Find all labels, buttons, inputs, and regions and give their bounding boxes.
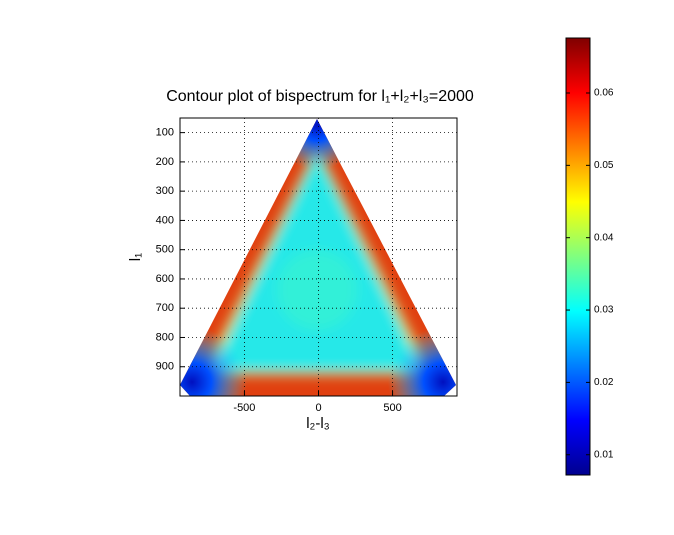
y-tick-label: 100 (156, 127, 174, 139)
contour-field (180, 119, 456, 396)
colorbar-tick-label: 0.02 (594, 377, 614, 388)
colorbar-tick-label: 0.04 (594, 232, 614, 243)
chart-title: Contour plot of bispectrum for l₁+l₂+l₃=… (166, 88, 474, 105)
colorbar-tick-label: 0.01 (594, 449, 614, 460)
y-tick-label: 200 (156, 156, 174, 168)
x-axis-label: l₂-l₃ (306, 415, 330, 432)
y-tick-label: 700 (156, 302, 174, 314)
colorbar-tick-label: 0.03 (594, 305, 614, 316)
x-tick-label: 500 (383, 402, 401, 414)
y-tick-label: 400 (156, 214, 174, 226)
y-tick-label: 300 (156, 185, 174, 197)
colorbar-tick-label: 0.06 (594, 88, 614, 99)
y-axis-label: l₁ (127, 253, 144, 261)
colorbar-tick-label: 0.05 (594, 160, 614, 171)
y-tick-label: 500 (156, 244, 174, 256)
colorbar (565, 37, 591, 476)
y-tick-label: 600 (156, 273, 174, 285)
x-tick-label: -500 (233, 402, 255, 414)
y-tick-label: 900 (156, 361, 174, 373)
y-tick-label: 800 (156, 331, 174, 343)
x-tick-label: 0 (315, 402, 321, 414)
